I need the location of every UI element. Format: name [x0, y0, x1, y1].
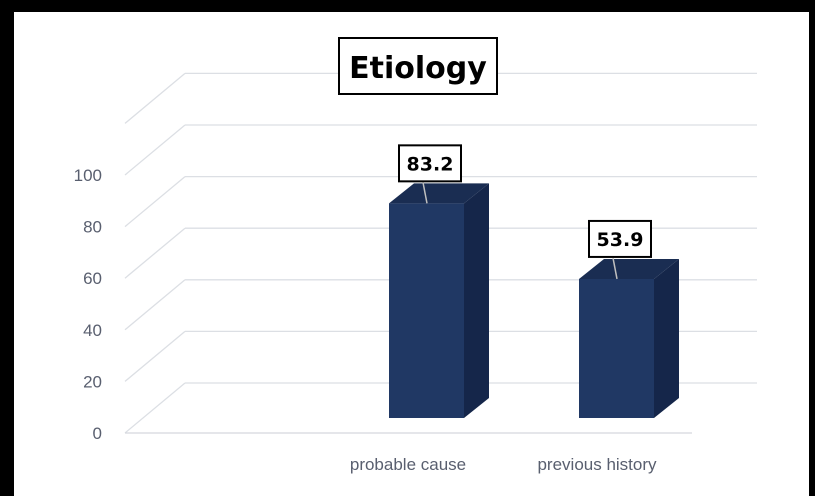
- y-tick-label: 20: [83, 372, 102, 391]
- gridline-side: [124, 176, 186, 228]
- y-tick-label: 40: [83, 321, 102, 340]
- gridline-side: [124, 330, 186, 382]
- y-axis-ticks: 0 20 40 60 80 100: [74, 166, 102, 443]
- gridline-side: [124, 124, 186, 176]
- y-tick-label: 100: [74, 166, 102, 185]
- bar-top: [579, 258, 679, 279]
- gridline-side: [124, 227, 186, 279]
- bar: [579, 278, 654, 418]
- category-label: probable cause: [350, 455, 466, 474]
- chart-title: Etiology: [349, 51, 487, 86]
- bar-side: [464, 183, 489, 418]
- y-tick-label: 0: [93, 424, 102, 443]
- x-axis-categories: probable cause previous history: [350, 455, 657, 474]
- leader-line: [422, 182, 428, 204]
- bar: [389, 203, 464, 418]
- y-tick-label: 80: [83, 218, 102, 237]
- gridline-side: [124, 382, 186, 434]
- category-label: previous history: [537, 455, 657, 474]
- bar-top: [389, 183, 489, 204]
- bar-side: [654, 258, 679, 418]
- chart-title-box: Etiology: [338, 37, 498, 95]
- leader-line: [612, 257, 618, 280]
- gridline-side: [124, 279, 186, 331]
- data-label-box: [398, 144, 462, 183]
- y-tick-label: 60: [83, 269, 102, 288]
- data-label: 83.2: [407, 153, 454, 175]
- data-label-box: [588, 219, 652, 258]
- data-labels: 83.2 53.9: [398, 144, 652, 280]
- gridline-side: [124, 72, 186, 124]
- data-label: 53.9: [597, 229, 644, 251]
- bars-layer: [389, 183, 679, 418]
